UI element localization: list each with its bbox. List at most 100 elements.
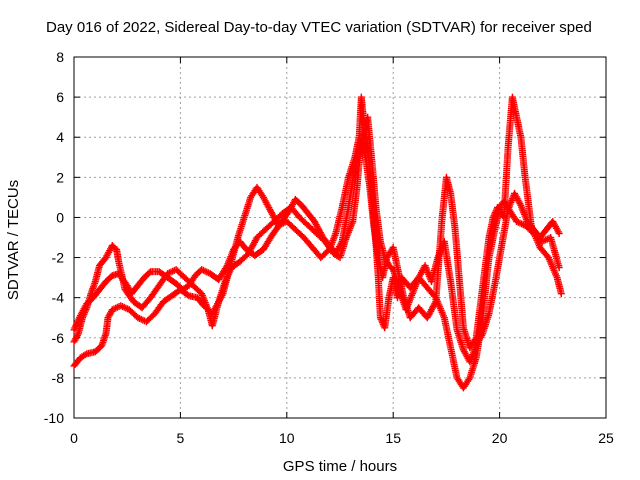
- data-point: [317, 247, 332, 262]
- data-point: [466, 356, 480, 382]
- data-point: [536, 244, 551, 260]
- data-point: [372, 205, 384, 244]
- data-point: [453, 326, 467, 352]
- data-point: [228, 259, 243, 272]
- plot-frame: [73, 56, 607, 419]
- data-point: [291, 226, 306, 240]
- data-point: [498, 207, 512, 249]
- data-point: [189, 282, 204, 296]
- data-point: [513, 113, 524, 139]
- data-point: [423, 299, 439, 322]
- data-point: [291, 195, 304, 208]
- data-point: [311, 218, 326, 240]
- chart-title: Day 016 of 2022, Sidereal Day-to-day VTE…: [46, 19, 592, 36]
- y-tick-label: -6: [52, 330, 65, 346]
- data-point: [270, 211, 285, 225]
- data-point: [215, 263, 230, 284]
- data-point: [115, 270, 126, 282]
- data-point: [428, 255, 441, 286]
- data-point: [262, 219, 277, 233]
- data-point: [140, 269, 153, 282]
- data-point: [172, 266, 187, 280]
- data-point: [221, 265, 235, 286]
- data-point: [155, 268, 170, 281]
- data-point: [389, 244, 401, 270]
- y-tick-label: 2: [56, 169, 64, 185]
- x-tick-label: 10: [279, 430, 295, 446]
- data-point: [298, 201, 311, 216]
- data-point: [523, 218, 537, 232]
- y-axis-title: SDTVAR / TECUs: [5, 180, 22, 300]
- y-tick-label: 4: [56, 129, 64, 145]
- data-point: [268, 221, 283, 239]
- data-point: [381, 254, 392, 268]
- data-point: [253, 227, 268, 241]
- x-tick-label: 0: [70, 430, 78, 446]
- data-point: [451, 224, 463, 280]
- data-point: [479, 256, 493, 322]
- data-point: [491, 243, 505, 286]
- data-point: [432, 215, 446, 306]
- data-point: [208, 300, 222, 330]
- data-point: [511, 189, 524, 208]
- data-point: [119, 276, 130, 288]
- data-point: [91, 343, 104, 356]
- data-point: [455, 274, 467, 330]
- data-point: [389, 266, 403, 292]
- data-point: [357, 93, 367, 119]
- data-point: [76, 301, 90, 320]
- data-point: [447, 278, 461, 332]
- data-point: [102, 273, 115, 286]
- data-point: [319, 234, 332, 248]
- data-point: [508, 93, 520, 119]
- y-tick-label: 8: [56, 49, 64, 65]
- data-point: [366, 183, 378, 230]
- y-tick-label: 0: [56, 209, 64, 225]
- data-point: [125, 306, 140, 320]
- data-point: [472, 332, 486, 350]
- data-point: [215, 279, 228, 306]
- data-point: [76, 351, 89, 362]
- x-tick-label: 15: [385, 430, 401, 446]
- data-point: [440, 314, 454, 350]
- x-axis-title: GPS time / hours: [283, 458, 397, 475]
- data-point: [402, 291, 416, 314]
- data-point: [538, 234, 553, 245]
- data-point: [138, 295, 153, 312]
- data-point: [440, 238, 454, 284]
- data-point: [332, 239, 345, 257]
- data-point: [240, 195, 254, 221]
- data-point: [234, 215, 248, 241]
- data-point: [164, 274, 179, 287]
- data-point: [381, 296, 393, 332]
- series-track-2: [70, 93, 565, 352]
- data-point: [447, 344, 461, 380]
- data-point: [304, 209, 317, 224]
- data-point: [547, 234, 563, 270]
- series-track-3: [70, 113, 563, 366]
- x-tick-label: 20: [492, 430, 508, 446]
- y-tick-label: -2: [52, 250, 65, 266]
- data-point: [236, 238, 249, 252]
- data-point: [134, 275, 147, 290]
- y-tick-label: -10: [44, 410, 64, 426]
- data-point: [338, 205, 352, 245]
- data-point: [374, 274, 384, 320]
- data-point: [259, 193, 273, 212]
- data-point: [70, 331, 81, 346]
- data-point: [70, 355, 83, 370]
- data-point: [385, 262, 396, 272]
- data-point: [479, 312, 492, 338]
- y-tick-label: -4: [52, 290, 65, 306]
- data-point: [304, 222, 319, 236]
- data-point: [83, 295, 96, 308]
- data-point: [104, 307, 115, 322]
- data-point: [459, 376, 473, 392]
- data-point: [147, 283, 162, 302]
- data-point: [332, 205, 346, 237]
- data-point: [345, 165, 359, 211]
- data-point: [223, 247, 237, 270]
- data-point: [536, 227, 549, 241]
- data-point: [151, 299, 166, 318]
- data-point: [545, 254, 560, 280]
